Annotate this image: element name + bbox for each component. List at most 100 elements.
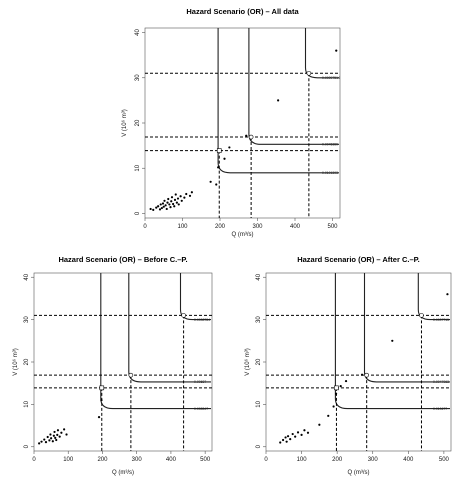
data-point — [100, 399, 103, 402]
data-point — [335, 49, 338, 52]
data-point — [164, 204, 167, 207]
data-point — [40, 440, 43, 443]
data-point — [279, 441, 282, 444]
x-tick-label: 100 — [297, 457, 308, 463]
probability-curve — [128, 273, 211, 383]
data-point — [97, 415, 101, 419]
y-tick-label: 10 — [24, 400, 30, 407]
data-point — [296, 431, 300, 434]
x-axis-label: Q (m³/s) — [232, 232, 254, 238]
data-point — [285, 440, 288, 443]
chart-title: Hazard Scenario (OR) – Before C.–P. — [58, 255, 187, 264]
y-tick-label: 20 — [256, 358, 262, 365]
chart-title: Hazard Scenario (OR) – After C.–P. — [297, 255, 420, 264]
data-point — [168, 203, 171, 206]
data-point — [360, 373, 364, 376]
chart-title: Hazard Scenario (OR) – All data — [186, 7, 299, 16]
data-point — [152, 208, 155, 211]
data-point — [300, 433, 303, 436]
curve-probability-label: 0.0045359 — [322, 142, 338, 146]
y-tick-label: 0 — [135, 211, 141, 215]
data-point — [332, 405, 335, 408]
y-tick-label: 40 — [256, 273, 262, 280]
design-point-square — [334, 385, 339, 391]
data-point — [157, 205, 160, 208]
y-tick-label: 10 — [256, 400, 262, 407]
design-point-circle — [128, 372, 134, 378]
x-tick-label: 500 — [200, 457, 211, 463]
data-point — [339, 385, 342, 388]
plot-frame — [265, 272, 452, 452]
curve-probability-label: 0.0008784 — [194, 318, 210, 322]
chart-after-cp: Hazard Scenario (OR) – After C.–P.0 100 20… — [244, 255, 452, 476]
probability-curve — [179, 273, 211, 321]
x-tick-label: 100 — [63, 457, 74, 463]
data-point — [162, 205, 165, 208]
data-point — [183, 196, 186, 199]
data-point — [166, 201, 169, 204]
data-point — [334, 392, 338, 395]
data-point — [167, 197, 170, 201]
curve-probability-label: 0.010677 — [433, 407, 447, 411]
data-point — [51, 440, 54, 443]
data-point — [169, 206, 172, 209]
data-point — [185, 192, 188, 196]
y-tick-label: 40 — [135, 29, 141, 36]
data-point — [173, 205, 176, 208]
data-point — [174, 193, 177, 196]
data-point — [38, 442, 41, 445]
probability-curve — [100, 273, 211, 410]
y-tick-label: 0 — [256, 444, 262, 448]
x-tick-label: 500 — [439, 457, 450, 463]
data-point — [391, 339, 394, 342]
y-tick-label: 10 — [135, 164, 141, 171]
curve-probability-label: 0.00687 — [194, 380, 206, 384]
x-tick-label: 400 — [403, 457, 414, 463]
data-point — [50, 437, 53, 440]
data-point — [158, 208, 162, 211]
data-point — [165, 207, 168, 211]
data-point — [58, 435, 61, 438]
x-axis-label: Q (m³/s) — [348, 470, 370, 476]
data-point — [281, 438, 285, 442]
data-point — [303, 429, 306, 432]
x-tick-label: 500 — [327, 224, 338, 230]
x-tick-label: 300 — [368, 457, 379, 463]
data-point — [170, 196, 174, 199]
data-point — [223, 157, 226, 160]
y-tick-label: 30 — [135, 74, 141, 81]
y-axis-label: V (10⁶ m³) — [121, 109, 128, 136]
data-point — [327, 414, 330, 417]
design-point-circle — [364, 372, 369, 378]
design-point-square — [216, 148, 222, 153]
plot-frame — [144, 27, 341, 219]
y-axis-label: V (10⁶ m³) — [244, 348, 251, 375]
y-axis-label: V (10⁶ m³) — [12, 348, 19, 375]
data-point — [49, 433, 52, 436]
curve-probability-label: 0.008347 — [194, 407, 208, 411]
data-point — [177, 203, 180, 206]
data-point — [289, 438, 292, 441]
design-point-circle — [181, 313, 186, 318]
data-point — [176, 197, 180, 200]
y-tick-label: 0 — [24, 444, 30, 448]
x-tick-label: 0 — [143, 224, 147, 230]
curve-probability-label: 0.0101303 — [322, 171, 338, 175]
data-point — [286, 435, 290, 438]
data-point — [160, 206, 163, 210]
plot-frame — [33, 272, 213, 452]
data-point — [52, 434, 55, 437]
y-tick-label: 20 — [24, 358, 30, 365]
curve-probability-label: 0.00097514 — [322, 76, 340, 80]
data-point — [190, 191, 193, 194]
data-point — [291, 432, 294, 436]
data-point — [161, 202, 165, 205]
data-point — [284, 436, 287, 439]
probability-curve — [217, 28, 339, 174]
x-tick-label: 0 — [264, 457, 268, 463]
y-tick-label: 30 — [24, 316, 30, 323]
data-point — [149, 207, 152, 211]
x-tick-label: 400 — [290, 224, 301, 230]
design-point-square — [99, 385, 105, 391]
